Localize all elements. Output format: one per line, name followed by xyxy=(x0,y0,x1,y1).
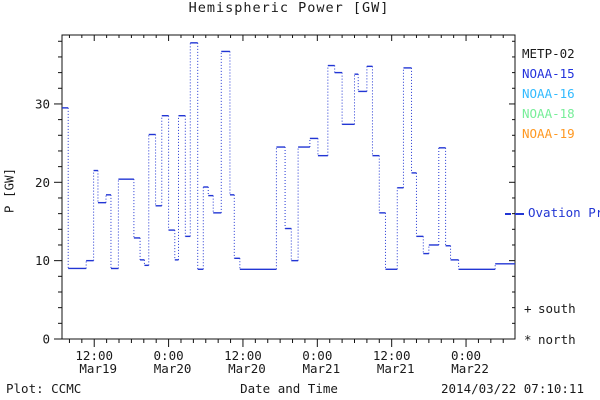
x-tick-time: 12:00 xyxy=(373,348,411,363)
south-marker-legend: + south xyxy=(524,301,576,316)
x-axis-title: Date and Time xyxy=(240,381,338,396)
x-tick-date: Mar21 xyxy=(302,361,340,376)
legend-item-noaa-15: NOAA-15 xyxy=(522,66,575,81)
x-tick-date: Mar20 xyxy=(228,361,266,376)
north-marker-legend: * north xyxy=(524,332,576,347)
ovation-legend: Ovation Prime HPI xyxy=(505,206,600,219)
x-tick-time: 12:00 xyxy=(224,348,262,363)
plus-marker-icon: + xyxy=(524,301,532,316)
plot-timestamp: 2014/03/22 07:10:11 xyxy=(441,381,584,396)
y-ticks xyxy=(54,40,515,340)
x-ticks xyxy=(68,35,504,347)
x-tick-time: 0:00 xyxy=(451,348,481,363)
legend-item-metp-02: METP-02 xyxy=(522,46,575,61)
y-tick-labels: 0 10 20 30 xyxy=(35,96,50,346)
x-tick-date: Mar20 xyxy=(154,361,192,376)
x-tick-time: 12:00 xyxy=(75,348,113,363)
ovation-legend-label: Ovation Prime HPI xyxy=(528,205,600,220)
plot-source-label: Plot: CCMC xyxy=(6,381,82,396)
x-tick-time: 0:00 xyxy=(154,348,184,363)
line-sample-dash-icon xyxy=(515,212,524,215)
axis-frame xyxy=(61,34,516,340)
y-tick-label: 20 xyxy=(35,175,50,190)
hpi-step-line xyxy=(62,42,515,270)
chart-title: Hemispheric Power [GW] xyxy=(188,0,390,16)
x-tick-labels: 12:00Mar190:00Mar2012:00Mar200:00Mar2112… xyxy=(75,348,488,376)
legend-item-noaa-16: NOAA-16 xyxy=(522,86,575,101)
y-tick-label: 30 xyxy=(35,96,50,111)
legend-item-noaa-18: NOAA-18 xyxy=(522,106,575,121)
y-tick-label: 10 xyxy=(35,253,50,268)
y-axis-label: P [GW] xyxy=(1,167,17,214)
y-tick-label: 0 xyxy=(42,332,50,347)
south-marker-label: south xyxy=(538,301,576,316)
line-sample-dash-icon xyxy=(505,212,511,215)
x-tick-date: Mar21 xyxy=(377,361,415,376)
north-marker-label: north xyxy=(538,332,576,347)
x-tick-date: Mar22 xyxy=(451,361,489,376)
asterisk-marker-icon: * xyxy=(524,332,532,347)
x-tick-time: 0:00 xyxy=(302,348,332,363)
legend-item-noaa-19: NOAA-19 xyxy=(522,126,575,141)
satellite-legend: METP-02 NOAA-15 NOAA-16 NOAA-18 NOAA-19 xyxy=(522,44,575,144)
x-tick-date: Mar19 xyxy=(79,361,117,376)
